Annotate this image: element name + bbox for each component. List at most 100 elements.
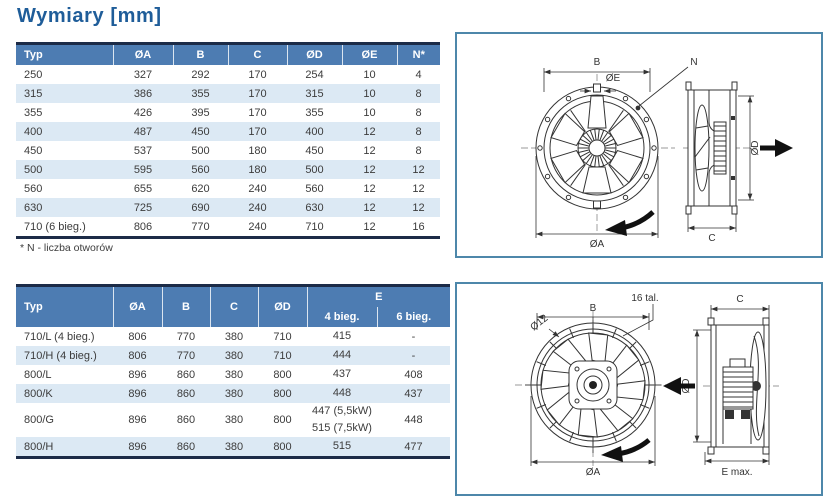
typ-cell: 800/K	[16, 384, 113, 403]
value-cell: 800	[258, 365, 307, 384]
bolt-hole	[622, 194, 629, 201]
hub-bolt	[574, 366, 580, 372]
fan-drawing-top: B ØE N ØA	[521, 57, 793, 250]
rotation-arrow-2	[601, 438, 651, 462]
terminal-box	[729, 358, 746, 368]
callout-n-label: N	[690, 57, 697, 68]
table-row: 250 327 292 170 254 10 4	[16, 65, 440, 84]
e-6bieg-cell: -	[377, 327, 450, 346]
value-cell: 12	[397, 179, 440, 198]
value-cell: 170	[228, 65, 287, 84]
value-cell: 170	[228, 103, 287, 122]
dimensions-table-2: Typ ØA B C ØD E 4 bieg. 6 bieg. 710/L (4…	[16, 284, 450, 459]
dim-c2-label: C	[736, 294, 743, 305]
flange-slot-tick	[536, 404, 547, 409]
typ-cell: 450	[16, 141, 113, 160]
value-cell: 560	[173, 160, 228, 179]
value-cell: 725	[113, 198, 173, 217]
table-row: 710 (6 bieg.) 806 770 240 710 12 16	[16, 217, 440, 238]
column-header: ØA	[112, 43, 173, 65]
dim-b-label: B	[594, 57, 601, 68]
bolt-hole	[565, 95, 572, 102]
value-cell: 800	[258, 384, 307, 403]
table-1-body: 250 327 292 170 254 10 4 315 386 355 170 315 10 8 355 4…	[16, 65, 440, 238]
e-4bieg-cell: 415	[307, 327, 377, 346]
value-cell: 770	[162, 327, 210, 346]
bolt-hole	[643, 116, 650, 123]
column-header: C	[227, 43, 287, 65]
motor-2	[722, 366, 754, 410]
value-cell: 12	[397, 160, 440, 179]
value-cell: 10	[342, 84, 397, 103]
value-cell: 380	[210, 327, 258, 346]
table-row: 800/G 896 860 380 800 447 (5,5kW) 515 (7,5kW) 4…	[16, 403, 450, 437]
value-cell: 380	[210, 384, 258, 403]
dim-c-2: C	[710, 294, 770, 318]
column-header-od: ØD	[257, 285, 307, 327]
hub-bolt	[574, 398, 580, 404]
typ-cell: 630	[16, 198, 113, 217]
bolt-hole	[651, 145, 657, 151]
typ-cell: 355	[16, 103, 113, 122]
table-row: 400 487 450 170 400 12 8	[16, 122, 440, 141]
value-cell: 380	[210, 365, 258, 384]
bolt-hole	[537, 145, 543, 151]
e-4bieg-cell: 437	[307, 365, 377, 384]
value-cell: 355	[287, 103, 342, 122]
e-4bieg-cell: 447 (5,5kW) 515 (7,5kW)	[307, 403, 377, 437]
fan-front-view-2	[525, 317, 661, 453]
strut	[608, 110, 624, 132]
value-cell: 254	[287, 65, 342, 84]
value-cell: 896	[113, 437, 162, 458]
column-header-e-4bieg: 4 bieg.	[306, 307, 377, 327]
flange-slot-tick	[639, 404, 650, 409]
bolt-hole	[643, 173, 650, 180]
flange-slot-tick	[536, 361, 547, 366]
value-cell: 170	[228, 122, 287, 141]
flange-slot-tick	[612, 431, 617, 442]
typ-cell: 710/L (4 bieg.)	[16, 327, 113, 346]
value-cell: 860	[162, 384, 210, 403]
bolt-hole	[544, 173, 551, 180]
strut	[570, 164, 586, 186]
table-row: 315 386 355 170 315 10 8	[16, 84, 440, 103]
value-cell: 400	[287, 122, 342, 141]
flange-slot-tick	[628, 420, 637, 429]
hub-bolt	[606, 366, 612, 372]
dim-oe-1: ØE	[580, 73, 621, 94]
rotation-arrow-1	[605, 210, 655, 236]
callout-16-holes: 16 tal.	[622, 293, 659, 337]
value-cell: 386	[113, 84, 173, 103]
dim-c-1: C	[687, 214, 737, 244]
table-1-footnote: * N - liczba otworów	[20, 242, 113, 254]
column-header: ØD	[286, 43, 342, 65]
value-cell: 240	[228, 179, 287, 198]
value-cell: 12	[342, 122, 397, 141]
value-cell: 500	[287, 160, 342, 179]
e-4bieg-cell: 448	[307, 384, 377, 403]
motor-fins-1	[714, 125, 726, 172]
e-6bieg-cell: 477	[377, 437, 450, 458]
typ-cell: 560	[16, 179, 113, 198]
value-cell: 620	[173, 179, 228, 198]
value-cell: 180	[228, 160, 287, 179]
value-cell: 12	[342, 160, 397, 179]
dim-b2-label: B	[590, 303, 597, 314]
column-header-oa: ØA	[112, 285, 162, 327]
dim-c-label: C	[708, 233, 715, 244]
value-cell: 380	[210, 437, 258, 458]
column-header: B	[172, 43, 228, 65]
column-header-typ: Typ	[16, 285, 113, 327]
fan-side-view-2	[707, 317, 770, 455]
typ-cell: 710 (6 bieg.)	[16, 217, 113, 238]
value-cell: 537	[113, 141, 173, 160]
typ-cell: 800/G	[16, 403, 113, 437]
flange-slot-tick	[549, 341, 558, 350]
column-header-e-group: E	[306, 285, 450, 307]
dim-oe-label: ØE	[606, 73, 621, 84]
column-header-e-6bieg: 6 bieg.	[376, 307, 450, 327]
value-cell: 655	[113, 179, 173, 198]
dim-emax-label: E max.	[721, 467, 752, 478]
fan-side-view-1	[685, 81, 738, 215]
value-cell: 12	[342, 141, 397, 160]
